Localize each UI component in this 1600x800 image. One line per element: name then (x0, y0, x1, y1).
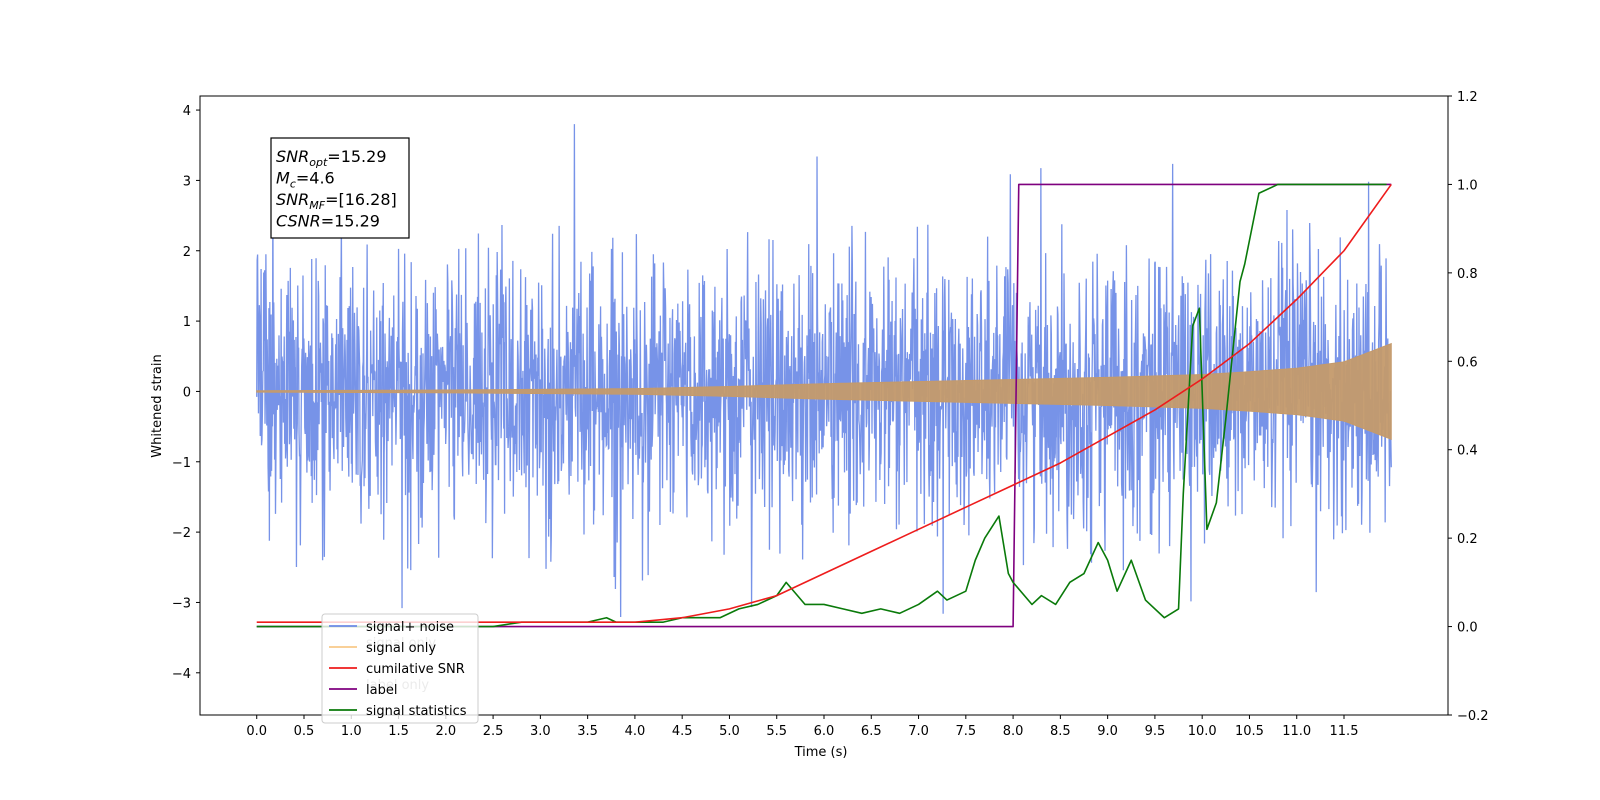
series-label (256, 183, 1392, 628)
x-tick-label: 9.0 (1097, 724, 1118, 739)
annotation-frame (270, 137, 410, 239)
y-left-tick-label: −2 (172, 526, 191, 541)
x-tick-label: 4.5 (672, 724, 693, 739)
x-tick-label: 11.5 (1330, 724, 1359, 739)
series-cumilative-snr (256, 183, 1392, 623)
legend-label: signal statistics (366, 704, 467, 719)
x-tick-label: 10.5 (1235, 724, 1264, 739)
x-tick-label: 0.0 (246, 724, 267, 739)
annotation-line: Mc=4.6 (276, 169, 335, 191)
x-tick-label: 8.5 (1050, 724, 1071, 739)
y-right-tick-label: 0.6 (1457, 355, 1478, 370)
x-tick-label: 7.0 (908, 724, 929, 739)
x-tick-label: 2.0 (435, 724, 456, 739)
series-signal-only (256, 342, 1392, 440)
y-right-tick-label: 1.2 (1457, 90, 1478, 105)
x-tick-label: 9.5 (1145, 724, 1166, 739)
x-tick-label: 5.0 (719, 724, 740, 739)
y-left-tick-label: 2 (183, 245, 191, 260)
x-tick-label: 4.0 (625, 724, 646, 739)
annotation-line: CSNR=15.29 (276, 212, 380, 231)
x-tick-label: 11.0 (1282, 724, 1311, 739)
series-signal-statistics (256, 183, 1387, 628)
x-tick-label: 1.0 (341, 724, 362, 739)
x-tick-label: 6.5 (861, 724, 882, 739)
legend: signal onlylabel onlysignal+ noisesignal… (321, 613, 479, 724)
legend-label: signal only (366, 641, 436, 656)
y-right-tick-label: 1.0 (1457, 178, 1478, 193)
x-tick-label: 3.5 (577, 724, 598, 739)
y-left-tick-label: −3 (172, 596, 191, 611)
y-right-tick-label: 0.4 (1457, 444, 1478, 459)
x-tick-label: 3.0 (530, 724, 551, 739)
legend-frame (321, 613, 479, 724)
annotation-line: SNRMF=[16.28] (276, 190, 397, 212)
y-left-tick-label: 1 (183, 315, 191, 330)
y-left-tick-label: 3 (183, 174, 191, 189)
x-tick-label: 0.5 (294, 724, 315, 739)
y-right-tick-label: 0.8 (1457, 267, 1478, 282)
x-tick-label: 8.0 (1003, 724, 1024, 739)
legend-label: signal+ noise (366, 620, 454, 635)
x-tick-label: 6.0 (814, 724, 835, 739)
annotation-box: SNRopt=15.29Mc=4.6SNRMF=[16.28]CSNR=15.2… (270, 137, 410, 239)
y-right-tick-label: 0.2 (1457, 532, 1478, 547)
y-right-tick-label: −0.2 (1457, 709, 1489, 724)
y-right-tick-label: 0.0 (1457, 621, 1478, 636)
y-left-tick-label: 0 (183, 385, 191, 400)
legend-label: cumilative SNR (366, 662, 465, 677)
x-tick-label: 7.5 (955, 724, 976, 739)
x-tick-label: 10.0 (1188, 724, 1217, 739)
x-tick-label: 5.5 (766, 724, 787, 739)
legend-label: label (366, 683, 397, 698)
annotation-line: SNRopt=15.29 (276, 147, 387, 169)
y-left-tick-label: −1 (172, 456, 191, 471)
x-tick-label: 1.5 (388, 724, 409, 739)
x-tick-label: 2.5 (483, 724, 504, 739)
y-left-tick-label: −4 (172, 667, 191, 682)
y-left-tick-label: 4 (183, 104, 191, 119)
y-axis-label: Whitened strain (150, 354, 165, 457)
x-axis-label: Time (s) (794, 745, 848, 760)
